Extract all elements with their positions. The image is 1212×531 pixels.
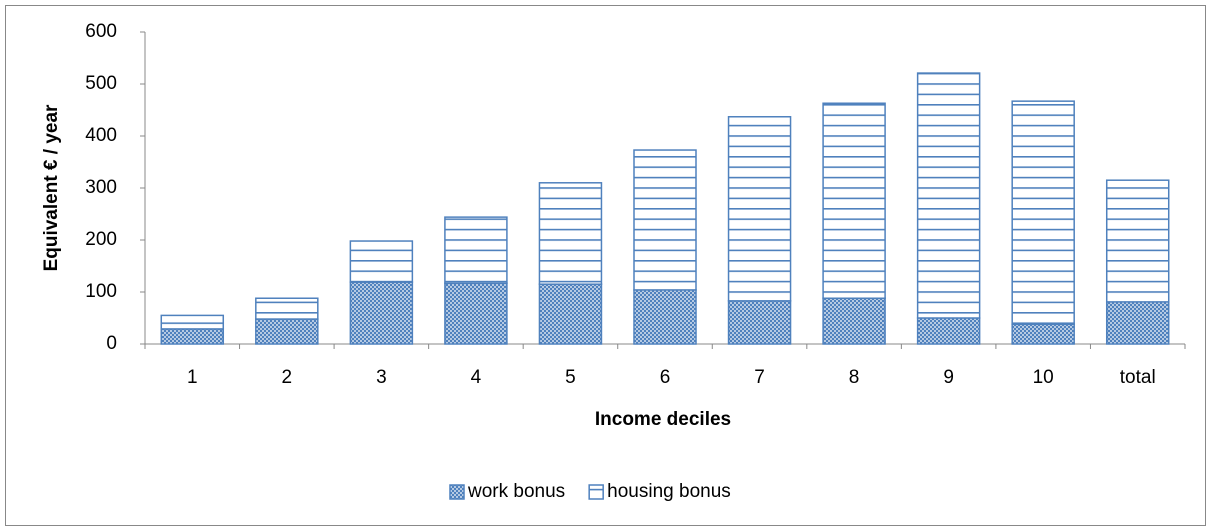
y-axis-title: Equivalent € / year (41, 104, 62, 271)
y-tick-label: 300 (85, 177, 117, 198)
bar-segment (822, 102, 886, 299)
bar-segment (349, 281, 414, 345)
y-tick-label: 500 (85, 73, 117, 94)
x-tick-label: 8 (849, 367, 860, 388)
legend-swatch (588, 484, 604, 500)
x-tick-label: 5 (565, 367, 576, 388)
bar-segment (538, 182, 603, 285)
y-tick-label: 200 (85, 229, 117, 250)
y-tick-label: 100 (85, 281, 117, 302)
x-tick-label: 4 (471, 367, 482, 388)
bar-segment (160, 328, 225, 345)
bar-segment (444, 282, 508, 345)
bar-segment (1105, 301, 1170, 345)
x-axis-title: Income deciles (595, 409, 731, 430)
chart-border (5, 5, 1206, 526)
x-tick-label: 9 (943, 367, 954, 388)
legend-label: housing bonus (607, 481, 731, 502)
x-tick-label: total (1120, 367, 1156, 388)
bar-segment (255, 318, 319, 345)
y-tick-label: 600 (85, 21, 117, 42)
bar-segment (916, 317, 981, 345)
bar-segment (822, 297, 886, 345)
bar-segment (1105, 179, 1170, 303)
x-tick-label: 3 (376, 367, 387, 388)
bar-segment (727, 116, 792, 302)
legend-label: work bonus (467, 481, 565, 502)
y-tick-label: 0 (106, 333, 117, 354)
bar-segment (1011, 323, 1075, 345)
bar-segment (444, 216, 508, 284)
bar-segment (349, 240, 414, 283)
x-tick-label: 6 (660, 367, 671, 388)
bar-segment (916, 72, 981, 319)
bar-segment (255, 297, 319, 320)
x-tick-label: 10 (1033, 367, 1054, 388)
bar-segment (538, 283, 603, 345)
x-tick-label: 1 (187, 367, 198, 388)
legend-swatch (449, 484, 465, 500)
x-tick-label: 7 (754, 367, 765, 388)
y-tick-label: 400 (85, 125, 117, 146)
x-tick-label: 2 (282, 367, 293, 388)
bar-segment (727, 300, 792, 345)
bar-segment (1011, 100, 1075, 325)
bar-segment (633, 289, 697, 345)
bar-segment (633, 149, 697, 291)
bar-segment (160, 314, 225, 330)
